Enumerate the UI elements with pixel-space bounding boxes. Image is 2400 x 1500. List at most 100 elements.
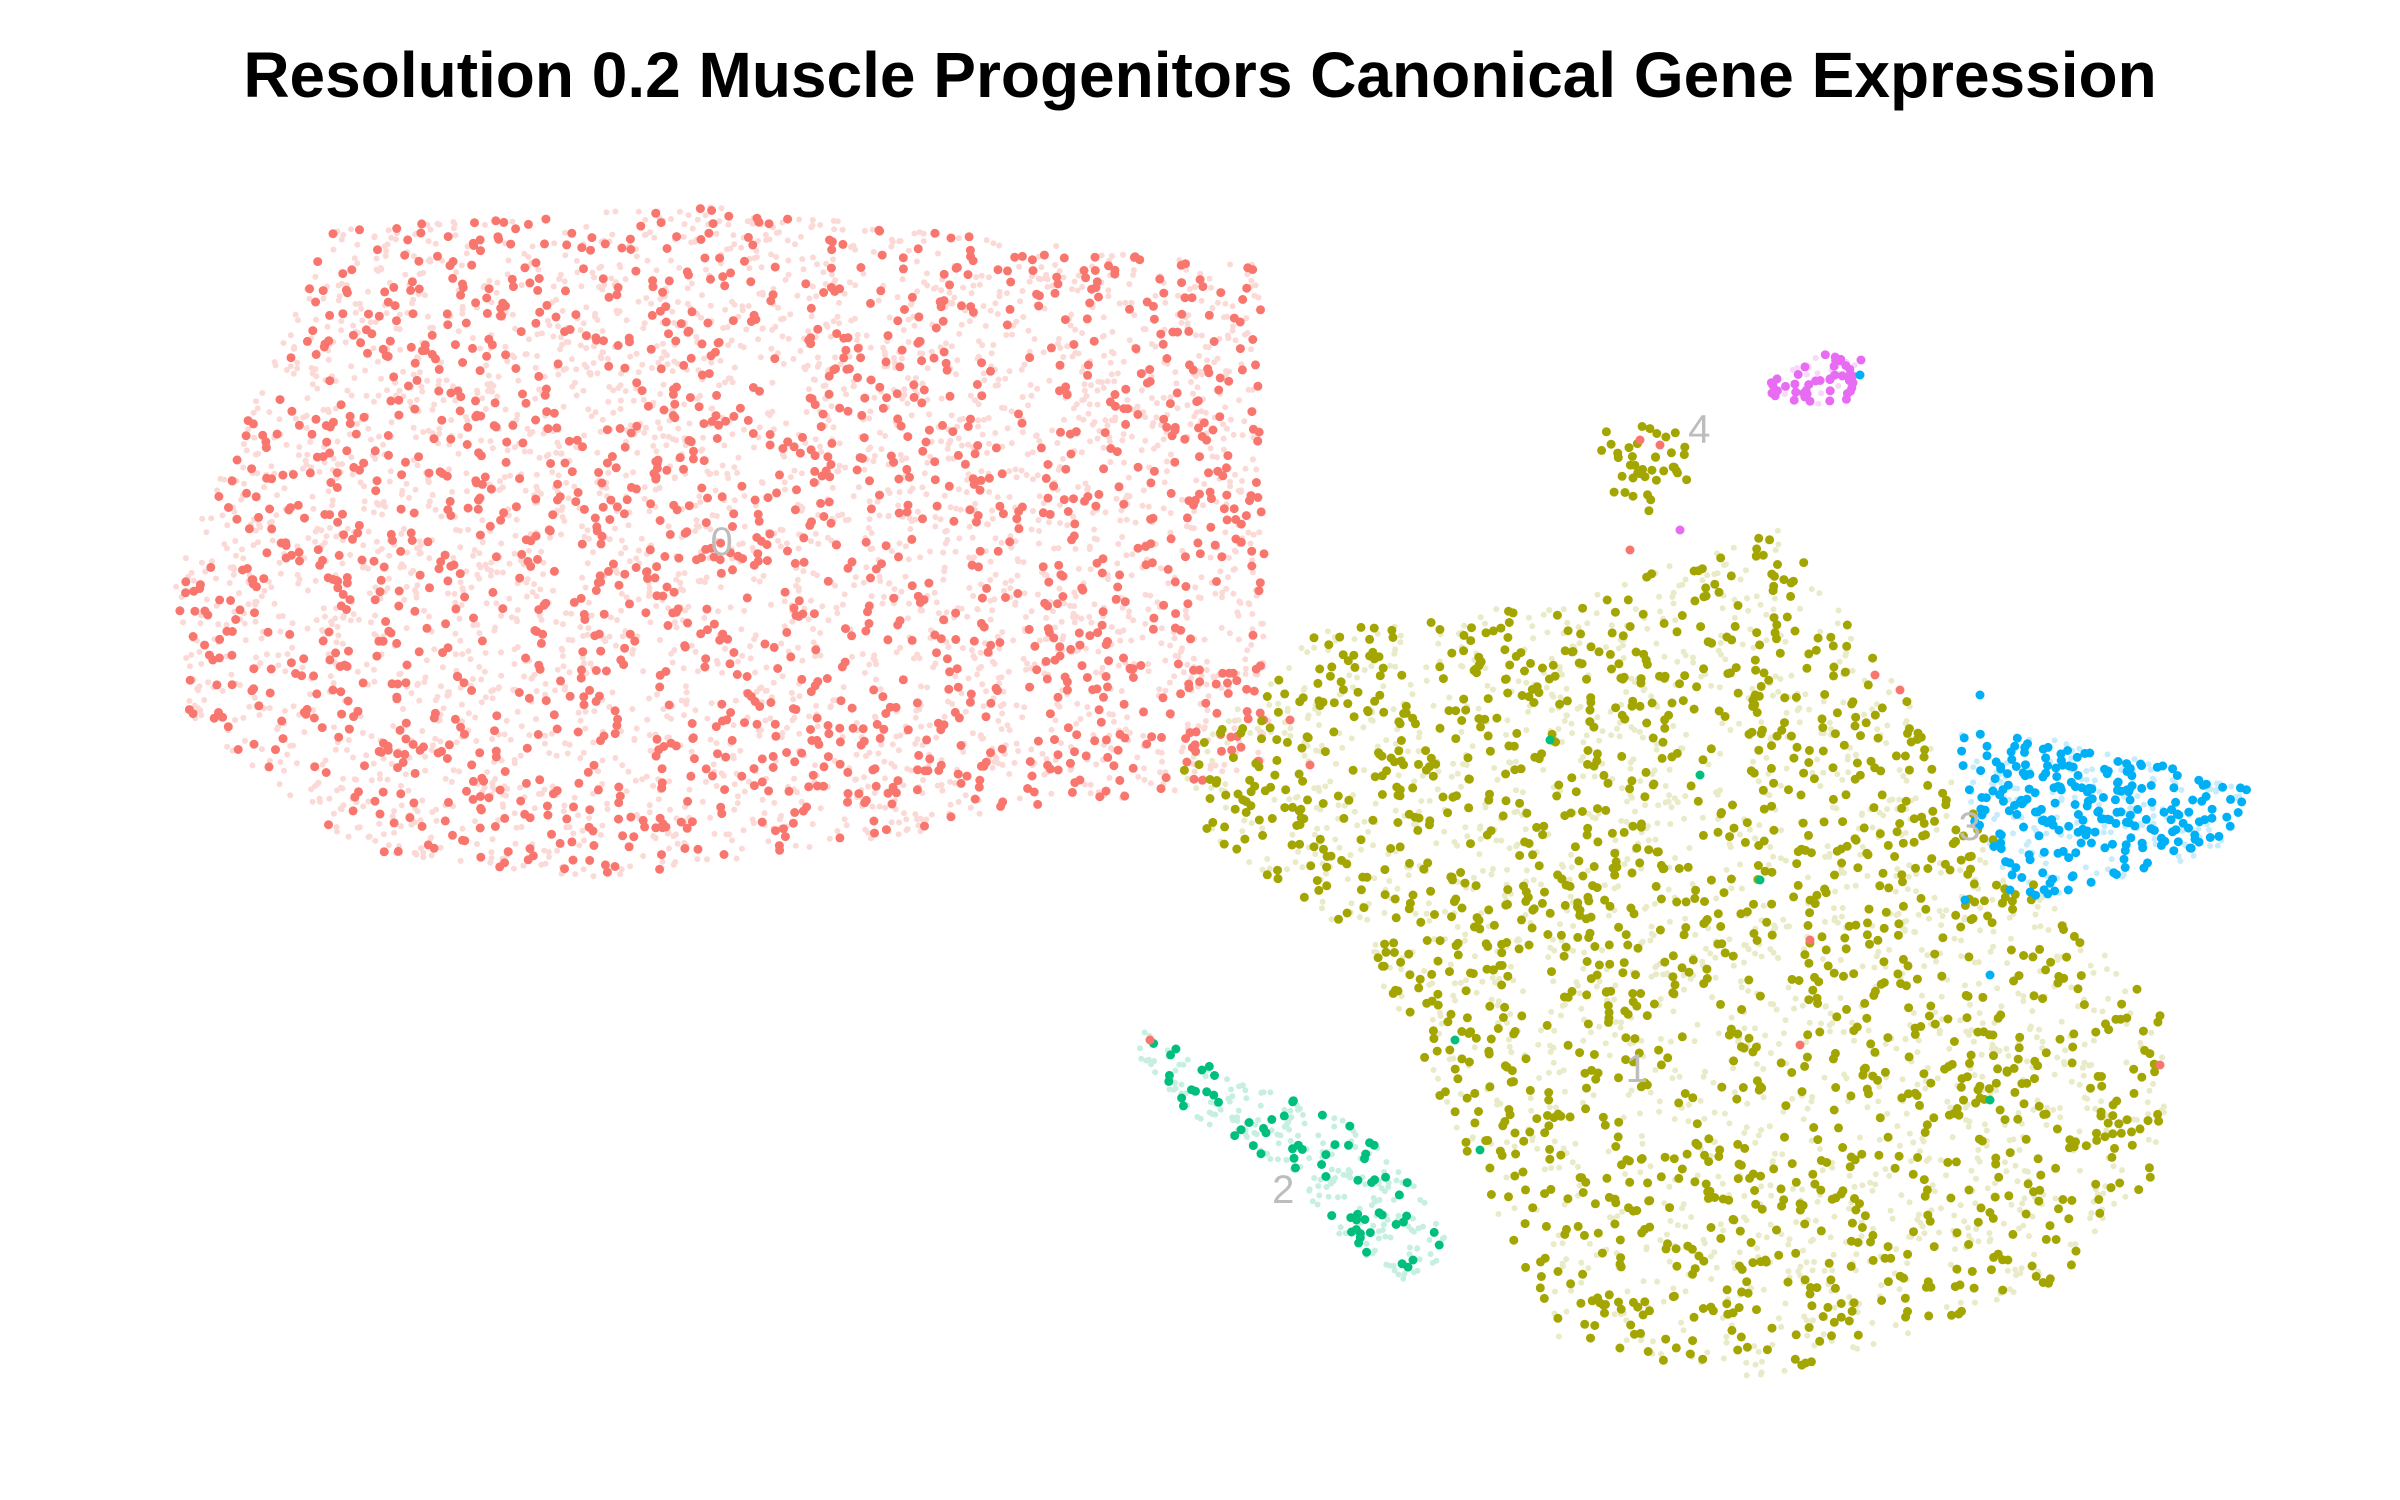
data-point-cluster-0-faded bbox=[759, 289, 766, 296]
data-point-cluster-0-faded bbox=[984, 449, 990, 456]
data-point-cluster-0-faded bbox=[259, 390, 266, 396]
data-point-cluster-0-faded bbox=[411, 587, 418, 594]
data-point-cluster-0-faded bbox=[1224, 425, 1230, 432]
data-point-cluster-0-faded bbox=[973, 274, 980, 280]
data-point-cluster-0-faded bbox=[967, 392, 974, 399]
data-point-cluster-0-faded bbox=[546, 750, 553, 756]
data-point-cluster-0-faded bbox=[1021, 590, 1028, 597]
data-point-cluster-0-faded bbox=[646, 732, 653, 738]
data-point-cluster-0-faded bbox=[1235, 636, 1242, 643]
data-point-cluster-0-faded bbox=[829, 271, 835, 278]
data-point-cluster-0-faded bbox=[834, 468, 841, 475]
data-point-cluster-0-faded bbox=[960, 645, 966, 652]
data-point-cluster-1-faded bbox=[1450, 760, 1457, 767]
data-point-cluster-0-faded bbox=[344, 525, 351, 532]
data-point-cluster-0-faded bbox=[738, 626, 745, 633]
data-point-cluster-1-faded bbox=[1670, 600, 1677, 607]
data-point-cluster-0-faded bbox=[989, 764, 996, 771]
data-point-cluster-1-faded bbox=[2024, 1058, 2030, 1065]
data-point-cluster-0-faded bbox=[759, 325, 766, 332]
data-point-cluster-0-faded bbox=[692, 648, 699, 655]
data-point-cluster-1-faded bbox=[1371, 875, 1378, 882]
data-point-cluster-1-faded bbox=[1545, 1069, 1552, 1076]
data-point-cluster-0-faded bbox=[826, 835, 833, 842]
data-point-cluster-0-faded bbox=[292, 415, 299, 422]
data-point-cluster-0-faded bbox=[471, 547, 478, 553]
data-point-cluster-1-faded bbox=[2039, 1038, 2046, 1045]
data-point-cluster-0-faded bbox=[546, 854, 552, 860]
data-point-cluster-0-faded bbox=[1057, 501, 1064, 508]
data-point-cluster-0-faded bbox=[1164, 468, 1170, 475]
data-point-cluster-0-faded bbox=[756, 685, 763, 692]
data-point-cluster-0-faded bbox=[927, 453, 934, 460]
data-point-cluster-0-faded bbox=[1207, 762, 1214, 769]
data-point-cluster-0-faded bbox=[1079, 368, 1085, 375]
data-point-cluster-0-faded bbox=[1006, 494, 1013, 500]
data-point-cluster-1-faded bbox=[2045, 927, 2052, 933]
data-point-cluster-0-faded bbox=[555, 323, 561, 330]
data-point-cluster-0-faded bbox=[648, 365, 655, 371]
data-point-cluster-1-faded bbox=[1727, 727, 1734, 733]
data-point-cluster-1-faded bbox=[1750, 758, 1757, 765]
data-point-cluster-0-faded bbox=[663, 442, 670, 449]
data-point-cluster-0-faded bbox=[514, 618, 520, 625]
data-point-cluster-0-faded bbox=[430, 742, 436, 749]
data-point-cluster-1-faded bbox=[1888, 677, 1895, 684]
data-point-cluster-1-faded bbox=[1802, 691, 1809, 698]
data-point-cluster-0-faded bbox=[280, 340, 287, 346]
data-point-cluster-0-faded bbox=[595, 768, 602, 775]
data-point-cluster-1-faded bbox=[1523, 867, 1530, 874]
data-point-cluster-1-faded bbox=[1316, 722, 1322, 728]
data-point-cluster-0-faded bbox=[878, 446, 885, 453]
data-point-cluster-0-faded bbox=[734, 793, 741, 800]
data-point-cluster-1-faded bbox=[1452, 997, 1459, 1004]
data-point-cluster-0-faded bbox=[746, 265, 753, 272]
data-point-cluster-0-faded bbox=[958, 605, 965, 612]
data-point-cluster-1-faded bbox=[1461, 622, 1468, 629]
data-point-cluster-0-faded bbox=[592, 409, 599, 416]
data-point-cluster-0-faded bbox=[681, 570, 688, 577]
data-point-cluster-0-faded bbox=[485, 372, 492, 379]
data-point-cluster-0-faded bbox=[666, 845, 672, 852]
data-point-cluster-0-faded bbox=[1119, 534, 1126, 540]
data-point-cluster-0-faded bbox=[976, 281, 983, 288]
data-point-cluster-0-faded bbox=[776, 229, 782, 236]
data-point-cluster-1-faded bbox=[1433, 840, 1440, 847]
faded-points-layer bbox=[173, 204, 2243, 1379]
data-point-cluster-0-faded bbox=[208, 515, 215, 522]
data-point-cluster-0-faded bbox=[756, 424, 763, 431]
data-point-cluster-0-faded bbox=[805, 386, 812, 393]
data-point-cluster-0-faded bbox=[186, 663, 193, 670]
data-point-cluster-0-faded bbox=[373, 266, 380, 273]
data-point-cluster-0-faded bbox=[366, 590, 373, 597]
data-point-cluster-0-faded bbox=[563, 365, 569, 372]
data-point-cluster-0-faded bbox=[378, 501, 384, 508]
data-point-cluster-0-faded bbox=[861, 774, 868, 781]
data-point-cluster-1-faded bbox=[1649, 771, 1656, 778]
data-point-cluster-0-faded bbox=[409, 300, 415, 307]
data-point-cluster-0-faded bbox=[376, 433, 382, 440]
data-point-cluster-0-faded bbox=[1046, 377, 1053, 384]
data-point-cluster-0-faded bbox=[992, 430, 999, 436]
data-point-cluster-0-faded bbox=[599, 781, 606, 787]
data-point-cluster-0-faded bbox=[1086, 546, 1093, 552]
data-point-cluster-0-faded bbox=[240, 714, 247, 721]
data-point-cluster-0-faded bbox=[989, 507, 996, 514]
data-point-cluster-1-faded bbox=[1550, 978, 1557, 985]
data-point-cluster-0-faded bbox=[476, 345, 483, 352]
data-point-cluster-0-faded bbox=[703, 574, 710, 581]
data-point-cluster-0-faded bbox=[1222, 529, 1229, 536]
data-point-cluster-1-faded bbox=[1225, 718, 1232, 725]
data-point-cluster-0-faded bbox=[917, 350, 923, 357]
data-point-cluster-0-faded bbox=[665, 734, 672, 741]
data-point-cluster-0-faded bbox=[707, 526, 714, 533]
data-point-cluster-0-faded bbox=[503, 792, 509, 799]
data-point-cluster-1-faded bbox=[1782, 1300, 1789, 1307]
data-point-cluster-1-faded bbox=[1931, 1188, 1938, 1195]
data-point-cluster-0-faded bbox=[881, 758, 888, 765]
data-point-cluster-0-faded bbox=[696, 493, 703, 500]
data-point-cluster-1-faded bbox=[1878, 1282, 1885, 1289]
data-point-cluster-0-faded bbox=[768, 345, 775, 352]
data-point-cluster-0-faded bbox=[698, 314, 705, 321]
data-point-cluster-1-faded bbox=[1731, 614, 1738, 621]
